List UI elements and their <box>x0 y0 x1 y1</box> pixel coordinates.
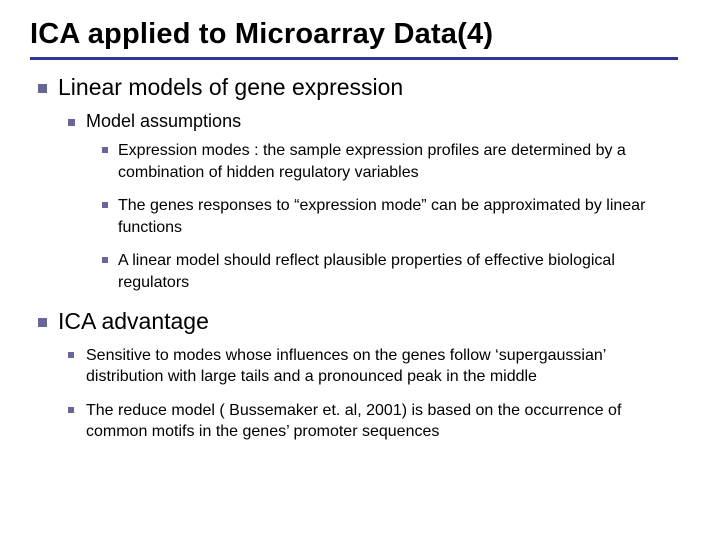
list-item: Sensitive to modes whose influences on t… <box>66 345 692 388</box>
list-item: Expression modes : the sample expression… <box>100 140 692 183</box>
slide-container: { "title": "ICA applied to Microarray Da… <box>0 0 720 540</box>
slide-title: ICA applied to Microarray Data(4) <box>30 18 692 51</box>
list-item: A linear model should reflect plausible … <box>100 250 692 293</box>
list-item: The genes responses to “expression mode”… <box>100 195 692 238</box>
section-heading: ICA advantage <box>36 308 692 335</box>
list-item: The reduce model ( Bussemaker et. al, 20… <box>66 400 692 443</box>
subsection-heading: Model assumptions <box>66 111 692 132</box>
section-heading: Linear models of gene expression <box>36 74 692 101</box>
content-list: Linear models of gene expression Model a… <box>30 74 692 443</box>
title-underline <box>30 57 678 60</box>
